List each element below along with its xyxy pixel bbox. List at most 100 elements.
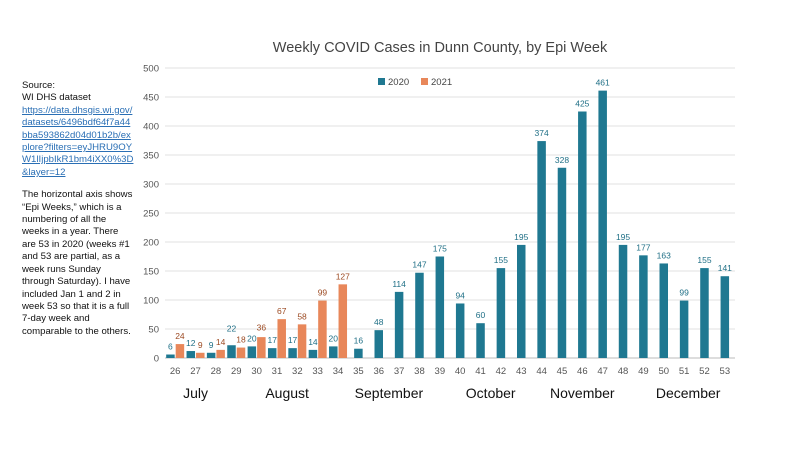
bar-2020 <box>267 348 277 358</box>
legend-swatch-2021 <box>421 78 428 85</box>
data-label-2020: 60 <box>476 310 486 320</box>
x-tick-label: 34 <box>333 366 344 377</box>
y-tick-label: 150 <box>143 267 159 278</box>
x-tick-label: 48 <box>618 366 629 377</box>
data-label-2020: 155 <box>697 255 711 265</box>
x-tick-label: 49 <box>638 366 649 377</box>
axis-note: The horizontal axis shows “Epi Weeks,” w… <box>22 189 133 337</box>
bar-2020 <box>394 291 404 358</box>
x-tick-label: 44 <box>536 366 547 377</box>
x-tick-label: 32 <box>292 366 303 377</box>
data-label-2021: 14 <box>216 337 226 347</box>
data-label-2020: 147 <box>412 260 426 270</box>
y-tick-label: 300 <box>143 180 159 191</box>
bar-2020 <box>288 348 297 358</box>
data-label-2021: 67 <box>277 306 287 316</box>
month-label: October <box>466 385 516 401</box>
bar-2021 <box>318 300 327 358</box>
legend-label-2020: 2020 <box>388 77 409 88</box>
x-tick-label: 41 <box>475 366 486 377</box>
data-label-2020: 177 <box>636 242 650 252</box>
x-tick-label: 50 <box>658 366 669 377</box>
bar-2020 <box>166 354 175 358</box>
data-label-2020: 17 <box>267 335 277 345</box>
data-label-2020: 9 <box>209 340 214 350</box>
bar-2021 <box>216 349 225 358</box>
bar-2020 <box>435 256 445 358</box>
data-label-2020: 175 <box>433 244 447 254</box>
dataset-link[interactable]: https://data.dhsgis.wi.gov/datasets/6496… <box>22 104 134 178</box>
x-tick-label: 51 <box>679 366 690 377</box>
month-label: December <box>656 385 721 401</box>
data-label-2020: 20 <box>329 333 339 343</box>
data-label-2021: 127 <box>336 271 350 281</box>
x-tick-label: 42 <box>496 366 507 377</box>
bar-2021 <box>338 284 348 358</box>
chart-title: Weekly COVID Cases in Dunn County, by Ep… <box>273 40 608 56</box>
data-label-2020: 12 <box>186 338 196 348</box>
data-label-2020: 461 <box>596 78 610 88</box>
y-tick-label: 350 <box>143 151 159 162</box>
source-notes: Source: WI DHS dataset https://data.dhsg… <box>22 80 134 348</box>
data-label-2020: 22 <box>227 324 237 334</box>
x-tick-label: 52 <box>699 366 710 377</box>
bar-2021 <box>277 319 286 358</box>
bar-2020 <box>679 300 689 358</box>
bar-2020 <box>476 323 485 358</box>
y-tick-label: 100 <box>143 296 159 307</box>
y-tick-label: 50 <box>148 325 159 336</box>
x-tick-label: 53 <box>720 366 731 377</box>
source-label: Source: <box>22 80 56 91</box>
bar-2021 <box>175 344 185 358</box>
data-label-2021: 24 <box>175 331 185 341</box>
data-label-2020: 195 <box>616 232 630 242</box>
bar-2020 <box>557 167 567 358</box>
month-label: November <box>550 385 615 401</box>
x-tick-label: 33 <box>312 366 323 377</box>
y-tick-label: 250 <box>143 209 159 220</box>
data-label-2020: 94 <box>455 290 465 300</box>
y-tick-label: 450 <box>143 93 159 104</box>
data-label-2020: 17 <box>288 335 298 345</box>
bar-2020 <box>496 268 506 358</box>
x-tick-label: 43 <box>516 366 527 377</box>
x-tick-label: 30 <box>251 366 262 377</box>
bar-2020 <box>329 346 338 358</box>
legend-swatch-2020 <box>378 78 385 85</box>
dataset-label: WI DHS dataset <box>22 92 91 104</box>
month-label: September <box>355 385 424 401</box>
data-label-2021: 58 <box>297 311 307 321</box>
month-label: August <box>265 385 309 401</box>
y-tick-label: 200 <box>143 238 159 249</box>
bar-2020 <box>700 268 709 358</box>
bar-2020 <box>578 111 587 358</box>
x-tick-label: 46 <box>577 366 588 377</box>
data-label-2020: 48 <box>374 317 384 327</box>
data-label-2020: 195 <box>514 232 528 242</box>
data-label-2020: 99 <box>679 288 689 298</box>
data-label-2021: 99 <box>318 288 328 298</box>
data-label-2020: 328 <box>555 155 569 165</box>
x-tick-label: 45 <box>557 366 568 377</box>
x-tick-label: 38 <box>414 366 425 377</box>
bar-2021 <box>297 324 307 358</box>
x-tick-label: 28 <box>211 366 222 377</box>
bar-2020 <box>659 263 668 358</box>
x-tick-label: 29 <box>231 366 242 377</box>
data-label-2020: 6 <box>168 342 173 352</box>
bar-2020 <box>374 330 383 358</box>
data-label-2021: 9 <box>198 340 203 350</box>
bar-2020 <box>455 303 465 358</box>
x-tick-label: 31 <box>272 366 283 377</box>
legend-label-2021: 2021 <box>431 77 452 88</box>
data-label-2020: 16 <box>354 336 364 346</box>
data-label-2020: 141 <box>718 263 732 273</box>
bar-2020 <box>227 345 236 358</box>
bar-2020 <box>206 352 216 358</box>
bar-2020 <box>639 255 648 358</box>
bar-2021 <box>236 347 246 358</box>
bar-2020 <box>186 351 196 358</box>
data-label-2020: 374 <box>535 128 549 138</box>
